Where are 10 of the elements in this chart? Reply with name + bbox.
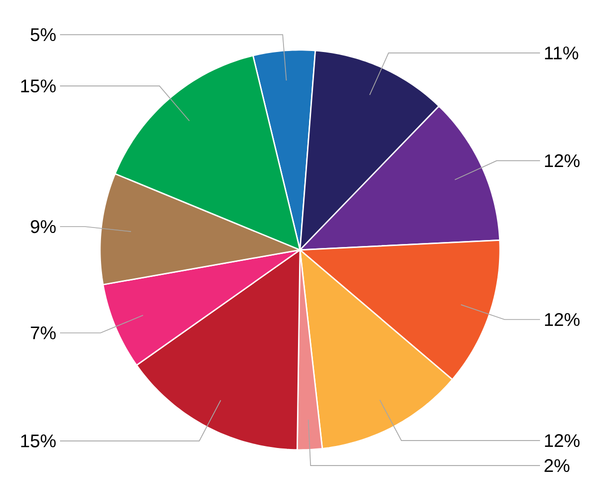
data-label: 15% xyxy=(21,80,56,92)
data-label: 15% xyxy=(21,434,56,448)
data-label: 12% xyxy=(545,154,580,168)
data-label: 2% xyxy=(544,459,570,472)
data-label: 12% xyxy=(545,313,580,326)
data-label: 5% xyxy=(30,28,56,42)
data-label: 12% xyxy=(545,434,580,448)
data-label: 7% xyxy=(30,326,56,340)
data-label: 9% xyxy=(30,220,56,234)
data-label: 11% xyxy=(545,46,578,60)
